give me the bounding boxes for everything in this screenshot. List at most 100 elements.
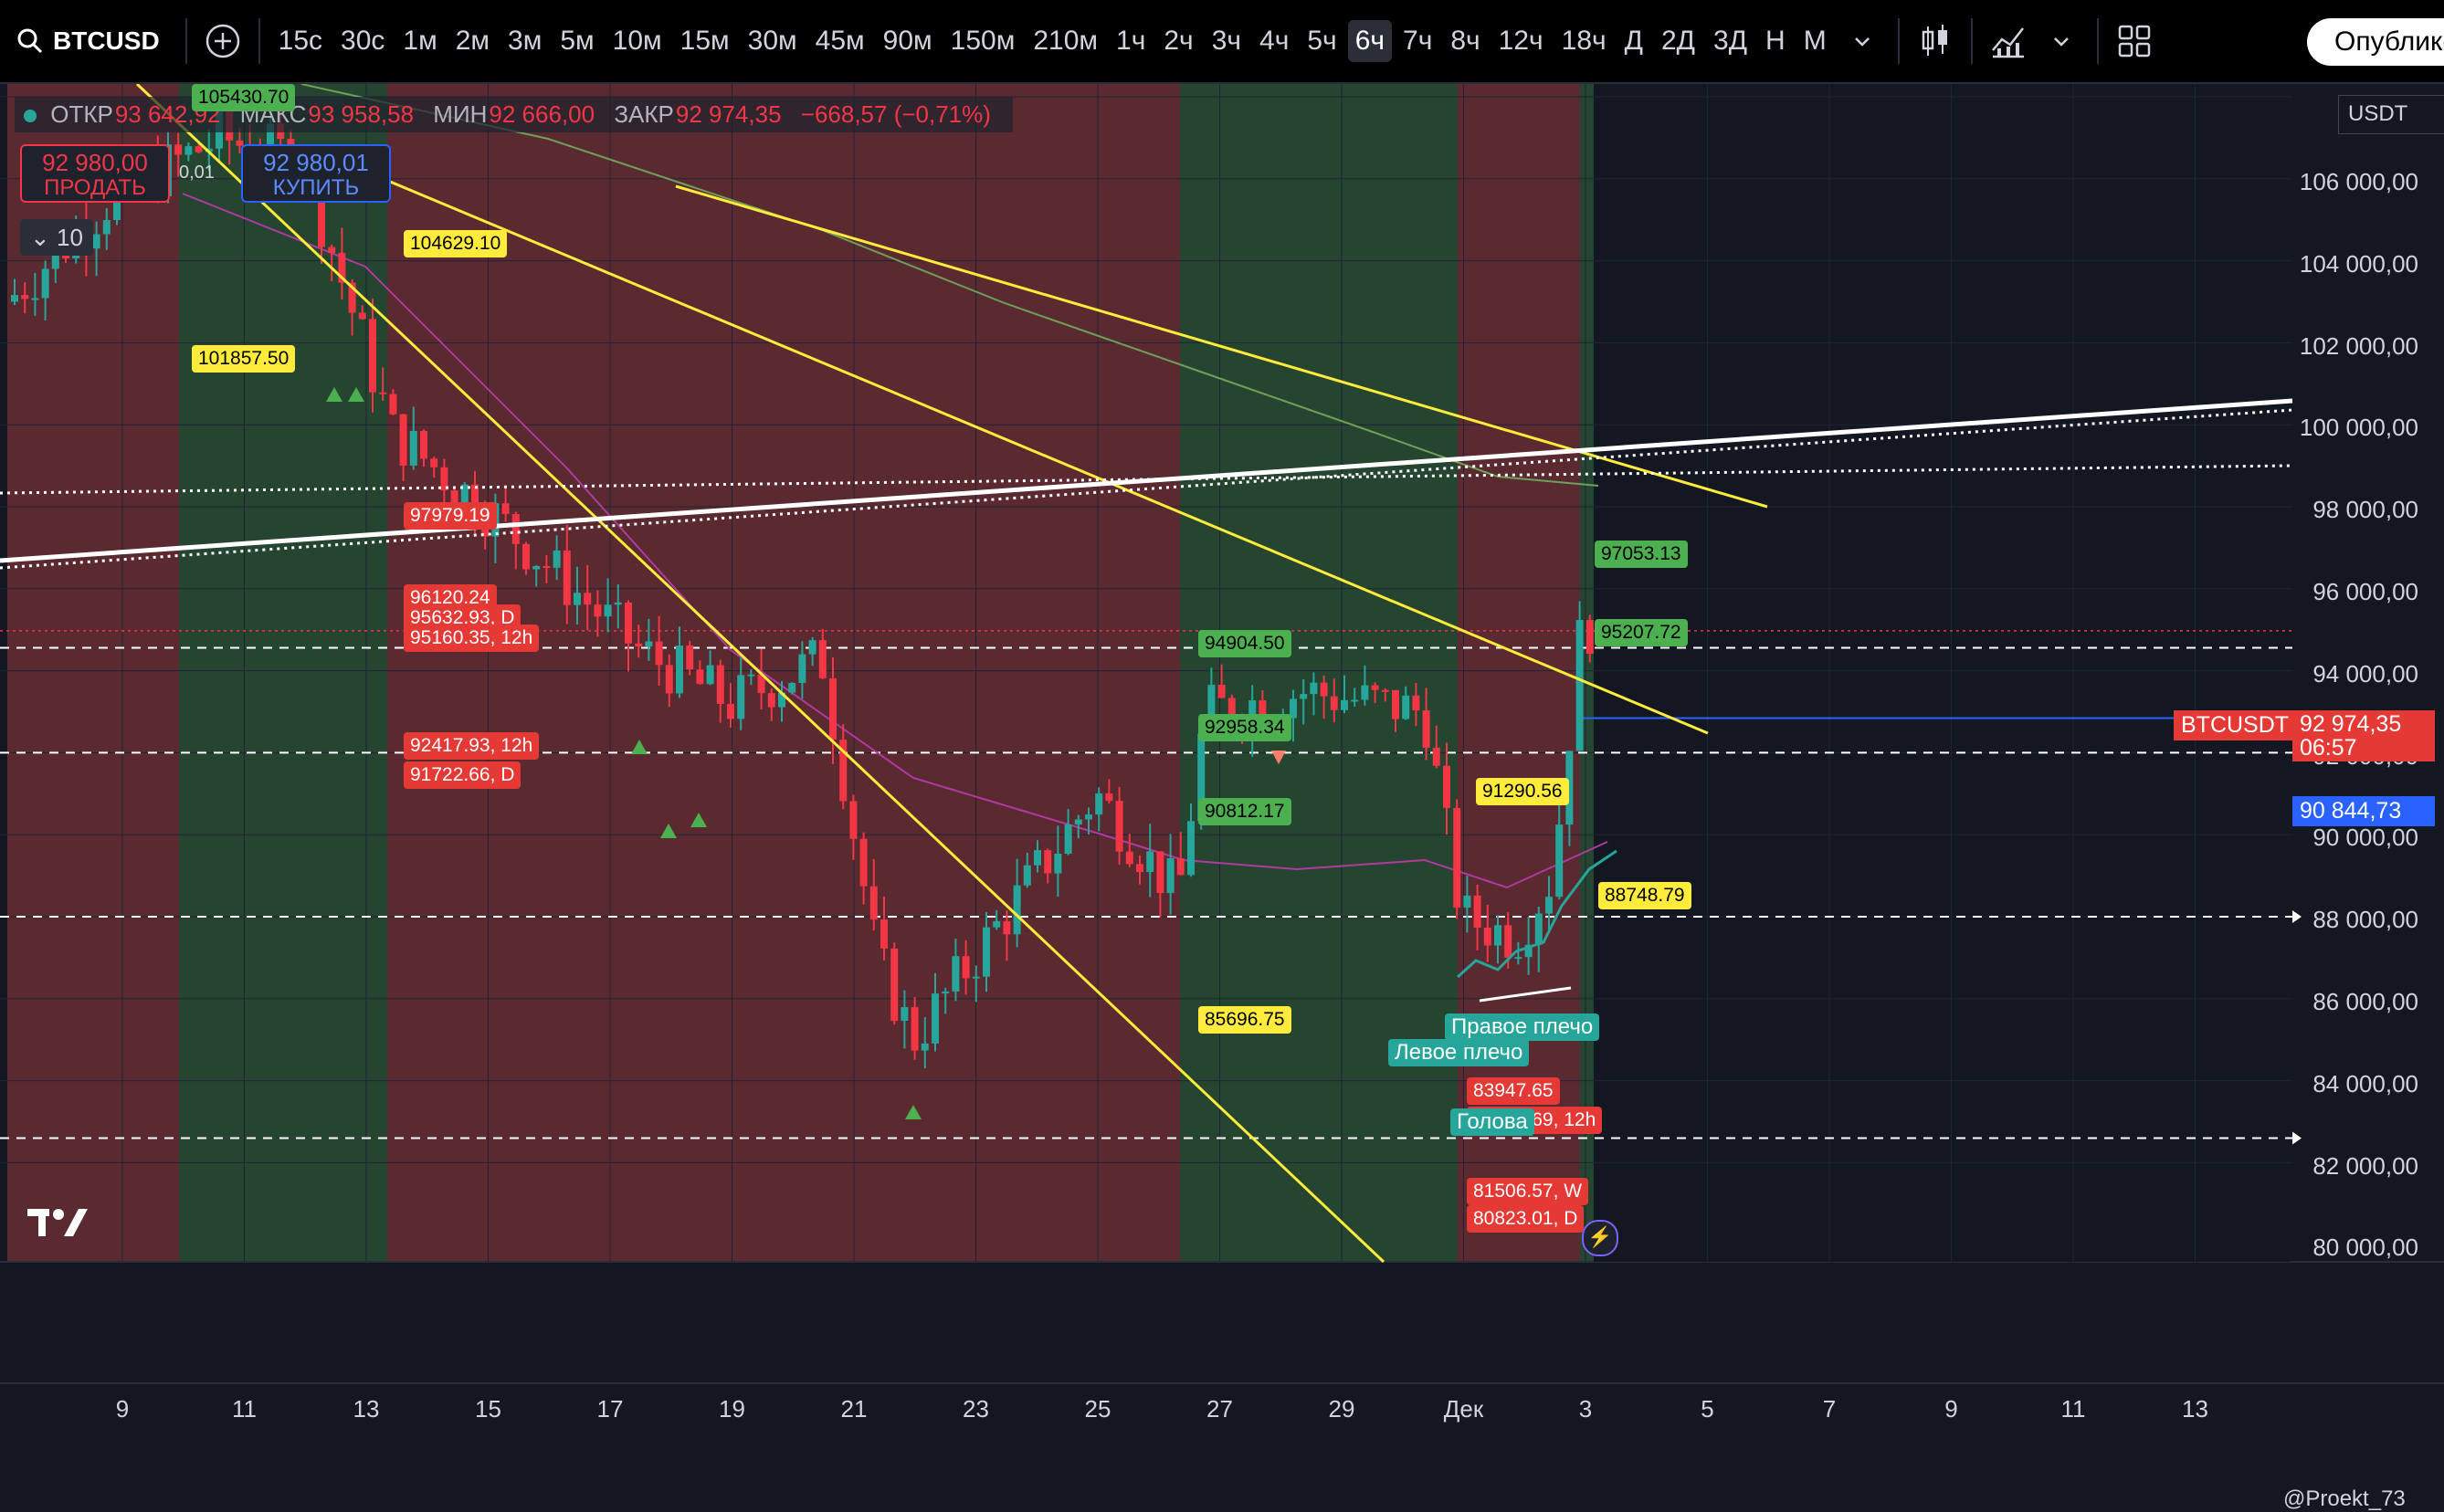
- interval-18[interactable]: 6ч: [1347, 20, 1393, 62]
- interval-14[interactable]: 2ч: [1164, 26, 1194, 56]
- buy-label: КУПИТЬ: [272, 175, 360, 200]
- candle-body: [1483, 927, 1491, 946]
- candle-body: [716, 665, 724, 704]
- interval-20[interactable]: 8ч: [1450, 26, 1480, 56]
- candle-body: [1534, 913, 1543, 945]
- interval-1[interactable]: 30с: [341, 26, 385, 56]
- sell-button[interactable]: 92 980,00 ПРОДАТЬ: [20, 144, 170, 203]
- candle-body: [11, 295, 18, 302]
- interval-list: 15с 30с 1м 2м 3м 5м 10м 15м 30м 45м 90м 150м 210м 1ч 2…: [269, 20, 1836, 62]
- candle-body: [1310, 682, 1318, 695]
- indicators-button[interactable]: [1986, 18, 2031, 64]
- interval-19[interactable]: 7ч: [1403, 26, 1433, 56]
- interval-23[interactable]: Д: [1624, 26, 1643, 56]
- ma-purple: [182, 193, 1608, 889]
- interval-12[interactable]: 210м: [1033, 26, 1099, 56]
- interval-25[interactable]: 3Д: [1713, 26, 1748, 56]
- candle-body: [932, 993, 939, 1044]
- intervals-dropdown-button[interactable]: [1839, 18, 1885, 64]
- symbol-price-tag: BTCUSDT: [2174, 710, 2297, 740]
- candle-body: [1422, 710, 1430, 748]
- interval-2[interactable]: 1м: [403, 26, 437, 56]
- candle-body: [1565, 751, 1574, 825]
- price-tick: 102 000,00: [2299, 331, 2418, 360]
- bottom-pane: [0, 1262, 2444, 1437]
- candle-body: [21, 295, 29, 299]
- divider: [184, 18, 187, 64]
- interval-15[interactable]: 3ч: [1211, 26, 1242, 56]
- interval-0[interactable]: 15с: [278, 26, 323, 56]
- candle-body: [983, 927, 990, 977]
- indicators-dropdown[interactable]: [2038, 18, 2084, 64]
- candle-body: [901, 1007, 909, 1022]
- interval-9[interactable]: 45м: [815, 26, 865, 56]
- current-price: 92 974,35: [2300, 711, 2402, 737]
- interval-16[interactable]: 4ч: [1259, 26, 1290, 56]
- trend-line-dotted: [0, 408, 2293, 570]
- price-label: 105430.70: [192, 84, 296, 111]
- candle-body: [1290, 698, 1297, 719]
- indicators-collapse-button[interactable]: ⌄ 10: [20, 219, 93, 256]
- chevron-down-icon: ⌄: [2443, 101, 2444, 128]
- candle-body: [778, 692, 785, 708]
- interval-13[interactable]: 1ч: [1116, 26, 1146, 56]
- time-tick: 19: [719, 1395, 745, 1423]
- buy-button[interactable]: 92 980,01 КУПИТЬ: [241, 144, 391, 203]
- candle-body: [369, 319, 376, 393]
- chart-type-button[interactable]: [1912, 18, 1958, 64]
- publish-button[interactable]: Опубликс: [2307, 18, 2444, 66]
- interval-3[interactable]: 2м: [455, 26, 490, 56]
- interval-5[interactable]: 5м: [560, 26, 595, 56]
- add-symbol-button[interactable]: [200, 18, 246, 64]
- candle-body: [1361, 685, 1369, 700]
- candle-body: [645, 641, 653, 646]
- price-tick: 86 000,00: [2312, 988, 2418, 1015]
- add-icon: [205, 24, 239, 58]
- candle-body: [962, 956, 970, 979]
- candle-body: [737, 675, 745, 719]
- candle-body: [859, 838, 868, 887]
- currency-select[interactable]: USDT ⌄: [2338, 95, 2444, 134]
- interval-7[interactable]: 15м: [679, 26, 730, 56]
- candle-body: [747, 674, 755, 677]
- close-value: 92 974,35: [675, 100, 782, 128]
- time-tick: 27: [1206, 1395, 1233, 1423]
- lightning-icon[interactable]: ⚡: [1582, 1220, 1618, 1256]
- candle-body: [952, 956, 960, 992]
- candle-body: [184, 146, 193, 155]
- candle-body: [379, 392, 387, 394]
- layout-button[interactable]: [2112, 18, 2157, 64]
- candle-body: [727, 703, 734, 719]
- candle-body: [574, 593, 581, 605]
- candle-body: [174, 144, 183, 155]
- interval-22[interactable]: 18ч: [1561, 26, 1607, 56]
- price-tick: 94 000,00: [2312, 659, 2418, 688]
- divider: [1970, 18, 1973, 64]
- trend-line: [383, 177, 1709, 735]
- interval-10[interactable]: 90м: [882, 26, 932, 56]
- interval-8[interactable]: 30м: [747, 26, 797, 56]
- interval-26[interactable]: Н: [1765, 26, 1786, 56]
- candle-body: [696, 669, 704, 685]
- symbol-search[interactable]: BTCUSD: [0, 26, 176, 56]
- interval-27[interactable]: М: [1803, 26, 1827, 56]
- candle-body: [1044, 850, 1052, 874]
- candle-body: [389, 394, 397, 415]
- candle-body: [818, 640, 827, 678]
- interval-4[interactable]: 3м: [508, 26, 543, 56]
- price-label: 95207.72: [1595, 619, 1688, 646]
- session-band: [387, 84, 1180, 1262]
- candle-body: [1003, 920, 1011, 935]
- price-tick: 98 000,00: [2312, 496, 2418, 524]
- chart-pane[interactable]: ОТКР93 642,92 МАКС93 958,58 МИН92 666,00…: [0, 84, 2444, 1511]
- interval-6[interactable]: 10м: [612, 26, 662, 56]
- interval-11[interactable]: 150м: [950, 26, 1016, 56]
- price-label: 97053.13: [1595, 541, 1688, 568]
- interval-24[interactable]: 2Д: [1661, 26, 1696, 56]
- price-tick: 106 000,00: [2299, 168, 2418, 195]
- price-tick: 84 000,00: [2312, 1069, 2418, 1097]
- interval-21[interactable]: 12ч: [1498, 26, 1543, 56]
- chart-canvas[interactable]: [0, 84, 2444, 1437]
- candle-body: [880, 919, 888, 949]
- interval-17[interactable]: 5ч: [1307, 26, 1337, 56]
